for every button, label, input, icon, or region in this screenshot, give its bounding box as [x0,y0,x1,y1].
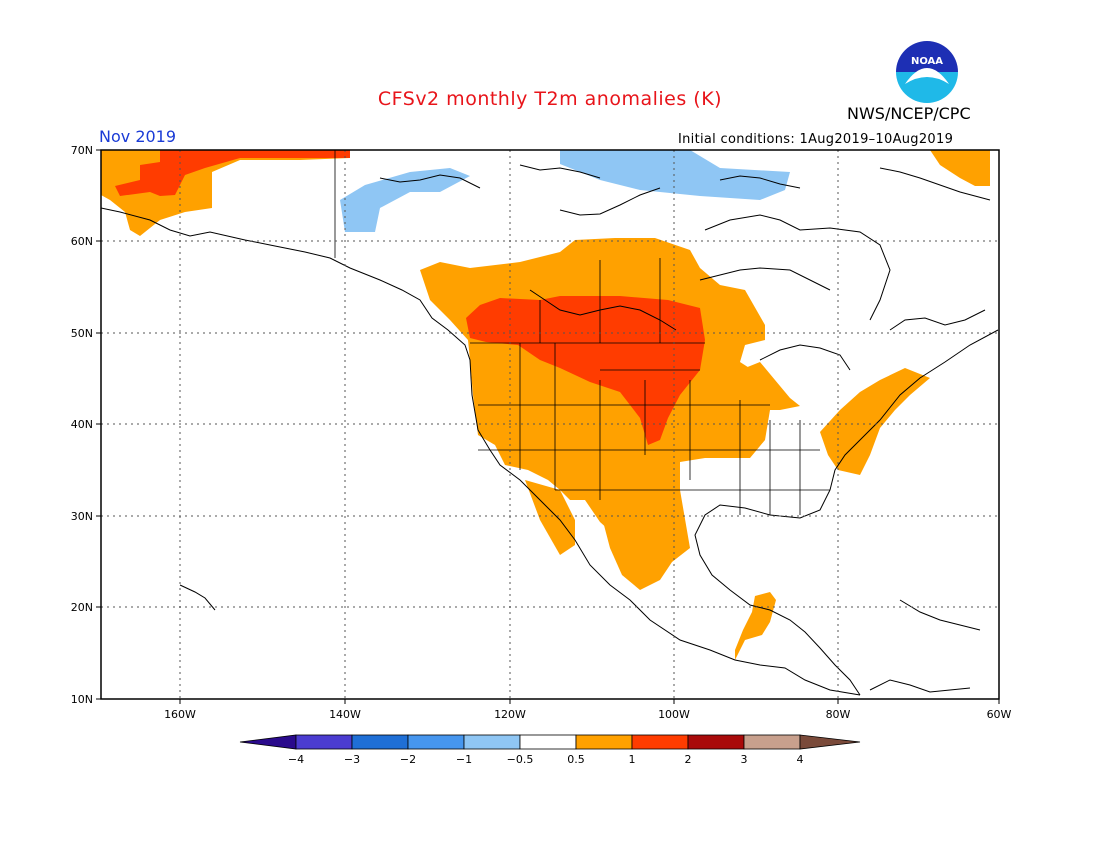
colorbar-label: −0.5 [507,753,534,766]
political-boundaries [334,150,830,515]
baja-warm-anomaly [525,480,575,555]
lat-label: 30N [71,510,93,523]
colorbar-label: 0.5 [567,753,585,766]
arctic-cool-anomaly-2 [560,150,790,200]
lat-label: 40N [71,418,93,431]
colorbar-label: 1 [629,753,636,766]
mexico-warm-anomaly [600,510,660,590]
colorbar-cell [687,734,745,750]
axis-ticks [96,149,1000,704]
greenland-warm-anomaly [930,150,990,186]
colorbar-cell [519,734,577,750]
colorbar-label: −4 [288,753,304,766]
colorbar-cell-min [239,734,297,750]
noaa-logo: NOAA [896,41,958,103]
svg-text:NOAA: NOAA [911,56,943,67]
colorbar-label: 4 [797,753,804,766]
latitude-labels: 70N 60N 50N 40N 30N 20N 10N [71,144,93,706]
longitude-labels: 160W 140W 120W 100W 80W 60W [164,708,1011,721]
lon-label: 80W [826,708,851,721]
colorbar-cell [463,734,521,750]
colorbar-labels: −4 −3 −2 −1 −0.5 0.5 1 2 3 4 [288,753,804,766]
lat-label: 50N [71,327,93,340]
agency-label: NWS/NCEP/CPC [847,104,971,123]
alaska-hot-anomaly [115,150,350,196]
lon-label: 140W [329,708,361,721]
graticule [101,150,999,699]
lon-label: 60W [987,708,1012,721]
lon-label: 160W [164,708,196,721]
lat-label: 70N [71,144,93,157]
colorbar-label: −2 [400,753,416,766]
colorbar-cell [743,734,801,750]
colorbar-cell [407,734,465,750]
lat-label: 60N [71,235,93,248]
coastlines [101,164,999,696]
arctic-cool-anomaly [340,168,470,232]
colorbar-cell [351,734,409,750]
colorbar-cell-max [799,734,861,750]
eastcoast-warm-anomaly [820,368,930,475]
chart-title: CFSv2 monthly T2m anomalies (K) [377,88,723,110]
colorbar-cell [295,734,353,750]
lat-label: 10N [71,693,93,706]
colorbar-cell [631,734,689,750]
colorbar-label: 2 [685,753,692,766]
initial-conditions-label: Initial conditions: 1Aug2019–10Aug2019 [678,132,954,147]
colorbar [239,734,861,750]
colorbar-label: 3 [741,753,748,766]
colorbar-cell [575,734,633,750]
valid-month-label: Nov 2019 [99,127,177,146]
lat-label: 20N [71,601,93,614]
colorbar-label: −1 [456,753,472,766]
colorbar-label: −3 [344,753,360,766]
lon-label: 120W [494,708,526,721]
greatlakes-warm-anomaly [735,362,800,410]
lon-label: 100W [658,708,690,721]
